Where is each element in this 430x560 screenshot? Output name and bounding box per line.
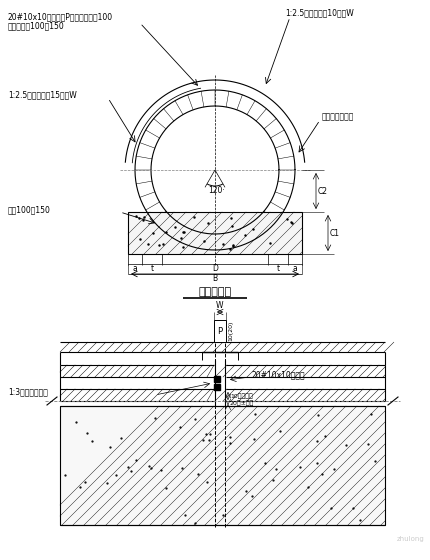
Text: zhulong: zhulong	[396, 536, 424, 542]
Text: 20#10x10钢丝网宽P、搭接长度＞100: 20#10x10钢丝网宽P、搭接长度＞100	[8, 12, 113, 21]
Bar	[214, 320, 225, 342]
Text: a: a	[292, 264, 297, 273]
Text: t: t	[150, 264, 153, 273]
Text: 20（±口）: 20（±口）	[230, 400, 254, 406]
Text: 插入管基深100～150: 插入管基深100～150	[8, 21, 64, 30]
Text: 1:2.5水泥砂浆厚15、宽W: 1:2.5水泥砂浆厚15、宽W	[8, 91, 77, 100]
Text: t: t	[276, 264, 279, 273]
Text: P: P	[217, 326, 222, 335]
Text: 20#10x10钢丝网: 20#10x10钢丝网	[252, 371, 305, 380]
Text: 120·: 120·	[208, 185, 225, 194]
Text: 10（干口）: 10（干口）	[230, 393, 252, 399]
Text: B: B	[212, 273, 217, 282]
Text: 接口横断面: 接口横断面	[198, 287, 231, 297]
Text: 1:3水泥砂浆填缝: 1:3水泥砂浆填缝	[8, 388, 48, 396]
Bar	[60, 406, 384, 525]
Text: 10(20): 10(20)	[227, 321, 233, 341]
Bar	[128, 212, 301, 254]
Text: 管基相接处凿毛: 管基相接处凿毛	[321, 113, 353, 122]
Text: W: W	[216, 301, 223, 310]
Text: C2: C2	[317, 186, 327, 195]
Text: a: a	[132, 264, 137, 273]
Text: 锚入100～150: 锚入100～150	[8, 206, 51, 214]
Text: C1: C1	[329, 228, 339, 237]
Text: 1:2.5水泥砂浆厚10、宽W: 1:2.5水泥砂浆厚10、宽W	[284, 8, 353, 17]
Text: D: D	[212, 264, 218, 273]
